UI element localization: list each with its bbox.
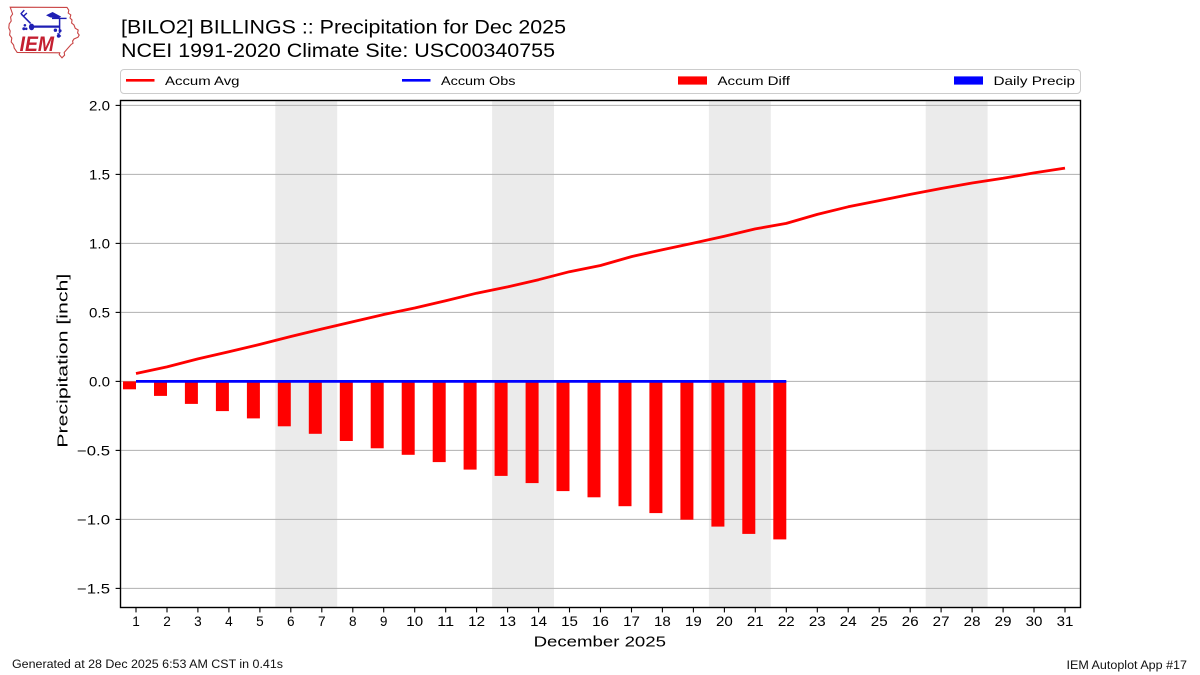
svg-text:Accum Obs: Accum Obs (441, 74, 516, 88)
svg-text:IEM Autoplot App #17: IEM Autoplot App #17 (1067, 658, 1188, 672)
svg-text:[BILO2] BILLINGS :: Precipitat: [BILO2] BILLINGS :: Precipitation for De… (121, 17, 566, 38)
svg-text:22: 22 (778, 614, 795, 629)
svg-text:NCEI 1991-2020 Climate Site: U: NCEI 1991-2020 Climate Site: USC00340755 (121, 41, 555, 62)
svg-text:0.5: 0.5 (89, 305, 110, 320)
svg-text:9: 9 (380, 614, 388, 629)
svg-text:6: 6 (287, 614, 295, 629)
svg-text:18: 18 (654, 614, 671, 629)
svg-text:2: 2 (163, 614, 171, 629)
svg-text:17: 17 (623, 614, 640, 629)
svg-text:11: 11 (437, 614, 454, 629)
svg-text:21: 21 (747, 614, 764, 629)
svg-text:20: 20 (716, 614, 733, 629)
svg-text:23: 23 (809, 614, 826, 629)
svg-text:10: 10 (406, 614, 423, 629)
svg-text:1.0: 1.0 (89, 236, 110, 251)
svg-text:2.0: 2.0 (89, 98, 110, 113)
svg-text:0.0: 0.0 (89, 374, 110, 389)
svg-text:24: 24 (840, 614, 857, 629)
svg-text:5: 5 (256, 614, 264, 629)
svg-text:26: 26 (902, 614, 919, 629)
svg-text:12: 12 (468, 614, 485, 629)
svg-text:IEM: IEM (20, 33, 55, 56)
svg-text:Precipitation [inch]: Precipitation [inch] (56, 274, 72, 448)
svg-text:−0.5: −0.5 (77, 443, 110, 458)
svg-text:December 2025: December 2025 (534, 634, 666, 650)
svg-text:Accum Diff: Accum Diff (718, 74, 791, 88)
svg-text:Accum Avg: Accum Avg (165, 74, 240, 88)
svg-text:14: 14 (530, 614, 547, 629)
svg-text:3: 3 (194, 614, 202, 629)
svg-text:29: 29 (995, 614, 1012, 629)
svg-text:13: 13 (499, 614, 516, 629)
svg-text:30: 30 (1026, 614, 1043, 629)
svg-text:16: 16 (592, 614, 609, 629)
svg-text:28: 28 (964, 614, 981, 629)
svg-text:4: 4 (225, 614, 233, 629)
svg-text:7: 7 (318, 614, 326, 629)
svg-text:27: 27 (933, 614, 950, 629)
svg-text:Generated at 28 Dec 2025 6:53: Generated at 28 Dec 2025 6:53 AM CST in … (12, 657, 283, 671)
svg-text:1.5: 1.5 (89, 167, 110, 182)
svg-text:15: 15 (561, 614, 578, 629)
svg-text:25: 25 (871, 614, 888, 629)
svg-text:Daily Precip: Daily Precip (994, 74, 1076, 88)
svg-text:−1.0: −1.0 (77, 512, 111, 527)
svg-text:1: 1 (132, 614, 140, 629)
svg-text:31: 31 (1057, 614, 1074, 629)
svg-text:19: 19 (685, 614, 702, 629)
svg-text:−1.5: −1.5 (77, 581, 110, 596)
svg-text:8: 8 (349, 614, 357, 629)
